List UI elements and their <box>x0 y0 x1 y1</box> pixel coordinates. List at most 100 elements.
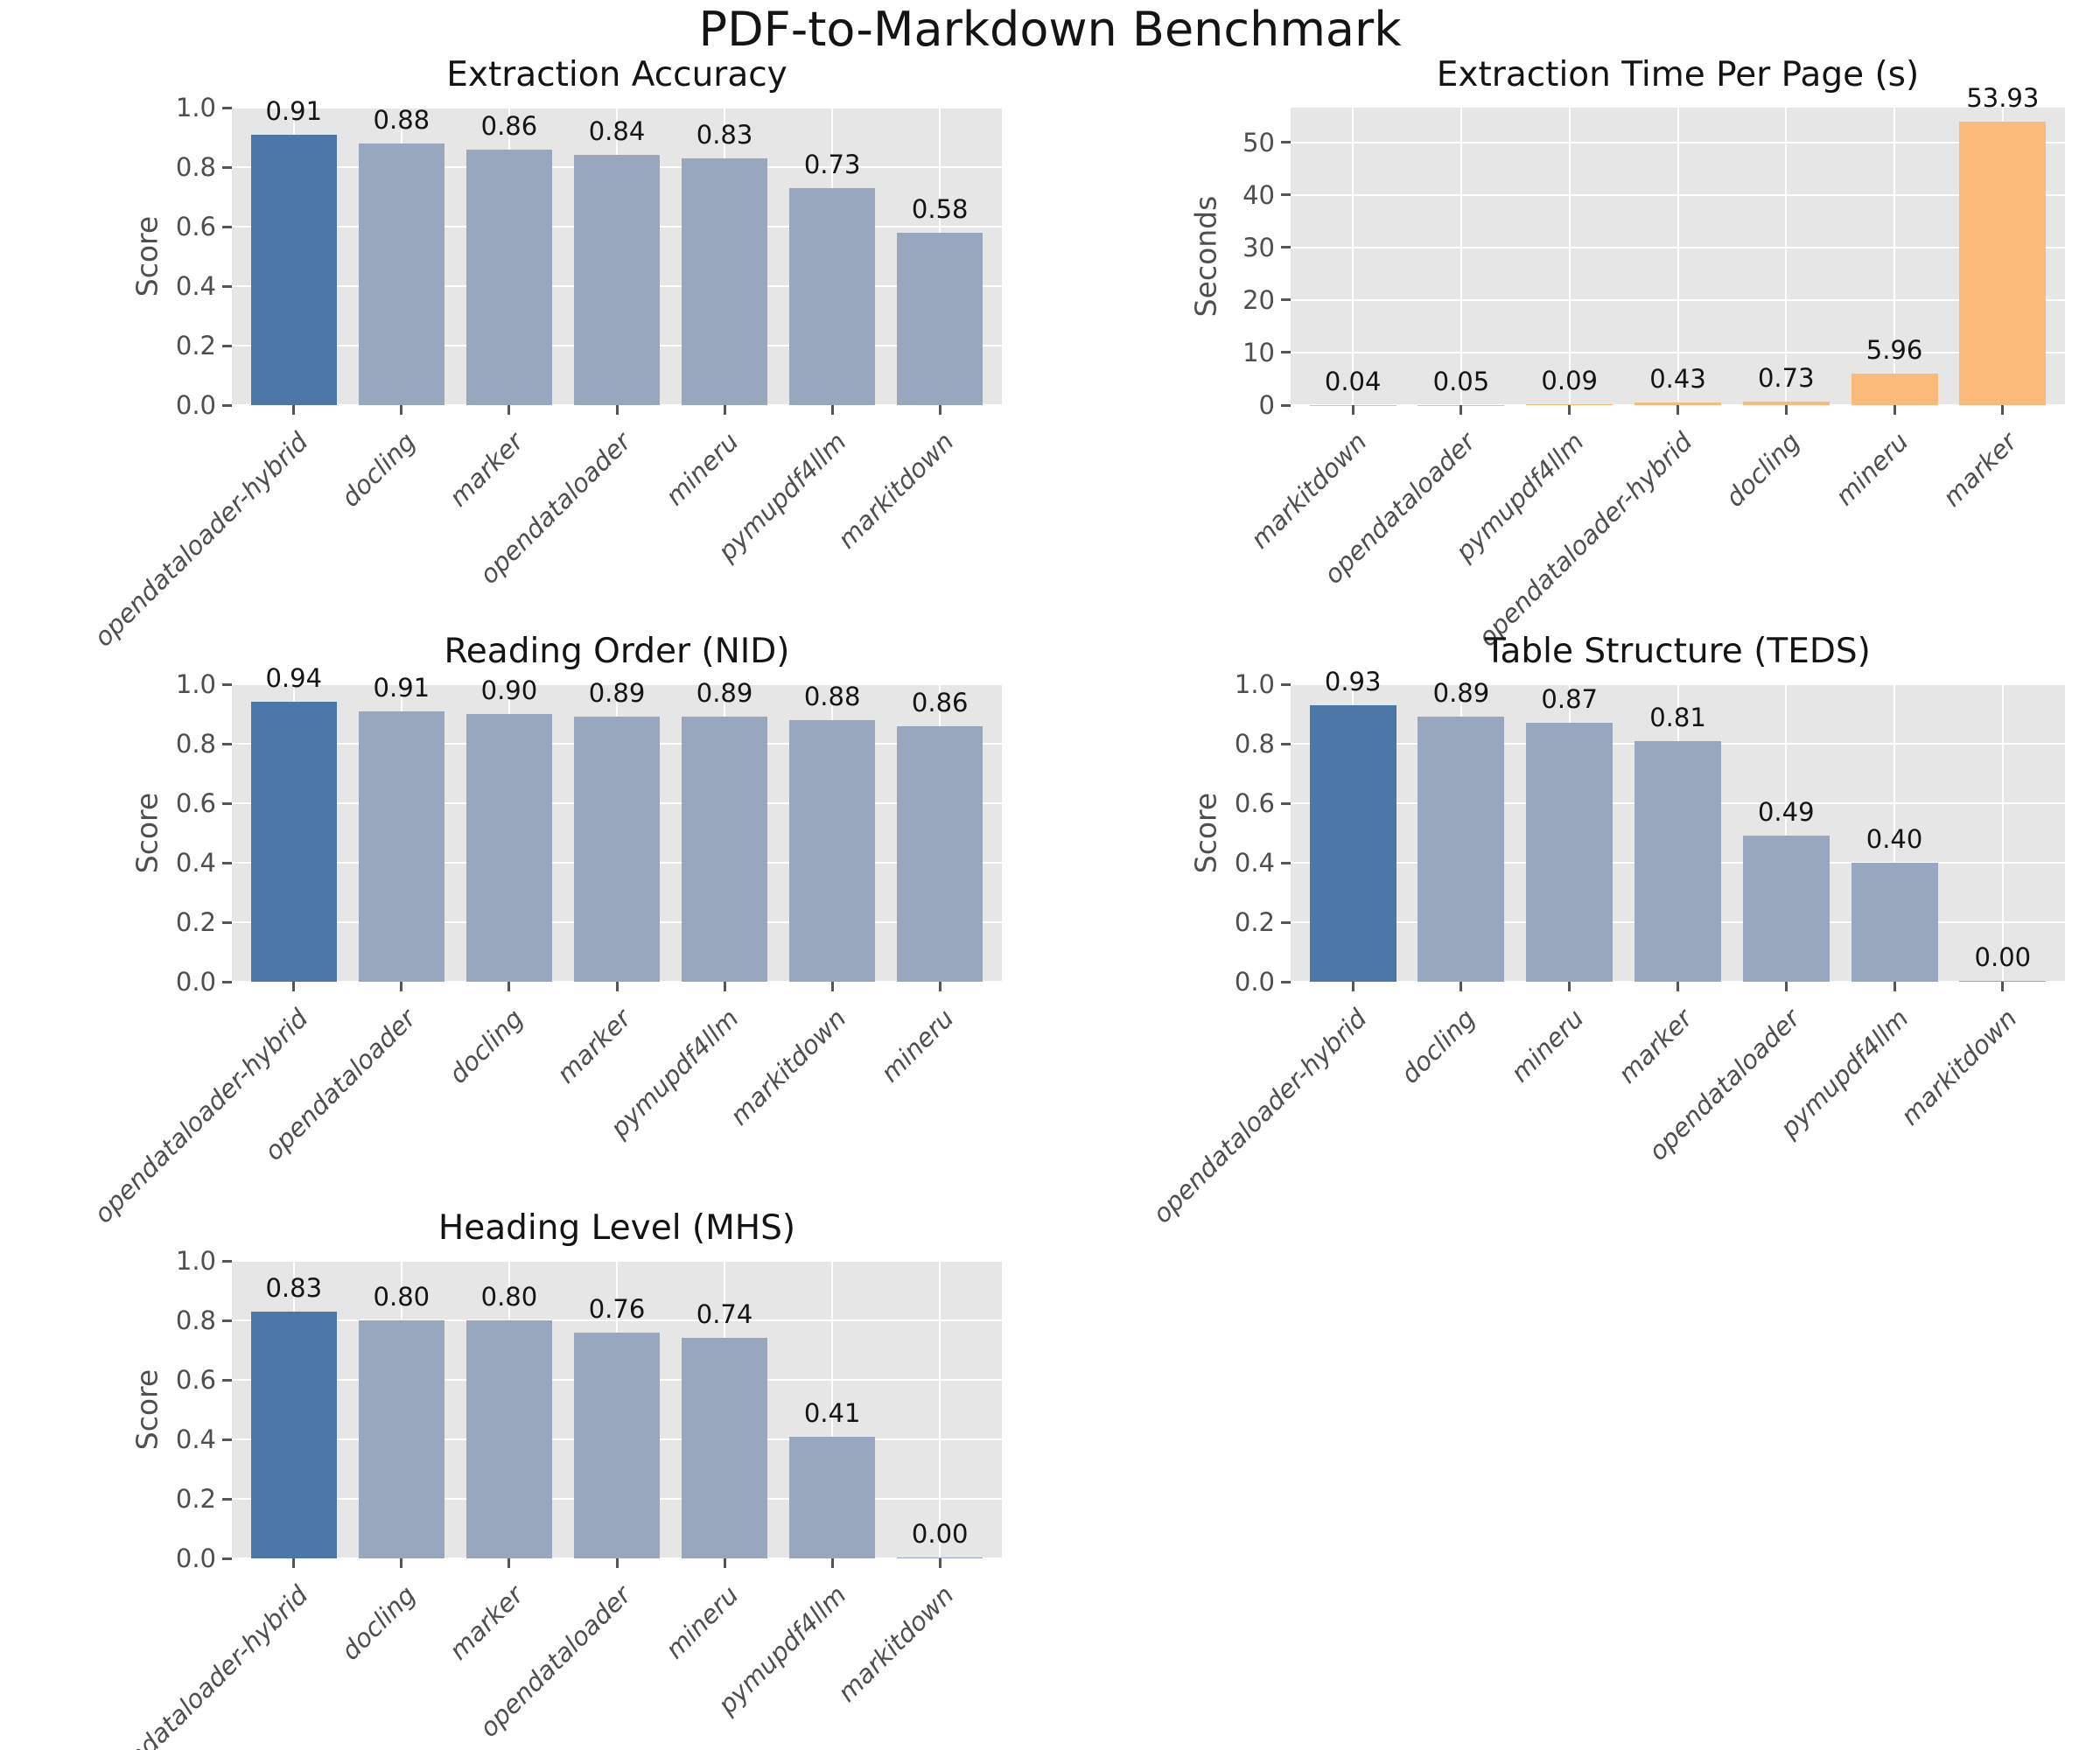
y-tick-label: 0.0 <box>175 390 216 420</box>
y-tick-mark <box>222 1259 232 1263</box>
x-tick-mark <box>508 982 511 991</box>
y-tick-mark <box>1281 861 1291 864</box>
bar-value-label: 0.81 <box>1649 702 1706 732</box>
y-tick-mark <box>222 861 232 864</box>
x-gridline <box>1894 108 1896 405</box>
bar-marker <box>466 1320 553 1558</box>
bar-value-label: 0.89 <box>1432 678 1490 709</box>
x-tick-mark <box>400 982 403 991</box>
bar-value-label: 0.74 <box>696 1299 753 1330</box>
bar-pymupdf4llm <box>1851 863 1938 982</box>
x-tick-mark <box>615 1558 619 1568</box>
x-tick-mark <box>1784 405 1788 415</box>
bar-marker <box>466 149 553 405</box>
x-gridline <box>1676 108 1679 405</box>
x-tick-mark <box>830 1558 834 1568</box>
bar-value-label: 0.73 <box>803 149 861 179</box>
y-tick-mark <box>1281 920 1291 924</box>
bar-marker <box>1634 740 1721 982</box>
y-tick-label: 0.6 <box>1234 788 1275 818</box>
x-tick-mark <box>1893 405 1896 415</box>
y-tick-label: 1.0 <box>175 93 216 122</box>
x-tick-mark <box>1351 982 1354 991</box>
bar-value-label: 0.93 <box>1324 666 1382 696</box>
y-tick-mark <box>1281 682 1291 686</box>
x-tick-mark <box>508 405 511 415</box>
x-tick-mark <box>723 982 726 991</box>
bar-marker <box>1959 122 2047 405</box>
bar-value-label: 0.09 <box>1541 366 1598 396</box>
x-tick-mark <box>2001 982 2005 991</box>
bar-mineru <box>897 725 984 982</box>
bar-value-label: 0.84 <box>588 116 646 147</box>
bar-mineru <box>681 1338 768 1558</box>
y-tick-label: 1.0 <box>175 1246 216 1276</box>
y-tick-label: 1.0 <box>175 669 216 699</box>
y-axis-label: Score <box>130 215 164 298</box>
x-tick-mark <box>2001 405 2005 415</box>
x-tick-mark <box>400 1558 403 1568</box>
x-gridline <box>1894 684 1896 982</box>
bar-docling <box>358 1320 445 1558</box>
bar-pymupdf4llm <box>788 187 876 405</box>
y-axis-label: Score <box>1188 792 1223 874</box>
bar-docling <box>1418 717 1505 982</box>
chart-heading-level-mhs: 0.0 0.2 0.4 0.6 0.8 1.0 0.83 opendataloader-hyb… <box>88 1209 1002 1750</box>
bar-value-label: 0.86 <box>911 687 969 718</box>
bar-markitdown <box>788 719 876 982</box>
bar-value-label: 0.80 <box>480 1282 538 1312</box>
y-tick-label: 0.0 <box>175 967 216 997</box>
y-tick-mark <box>222 403 232 407</box>
y-tick-mark <box>222 284 232 288</box>
bar-pymupdf4llm <box>1526 404 1614 405</box>
chart-extraction-accuracy: 0.0 0.2 0.4 0.6 0.8 1.0 0.91 opendataloader-hyb… <box>88 56 1002 652</box>
x-tick-mark <box>830 405 834 415</box>
y-tick-mark <box>222 682 232 686</box>
bar-value-label: 0.00 <box>1974 942 2032 972</box>
x-tick-mark <box>938 982 942 991</box>
chart-title: Extraction Accuracy <box>446 55 788 94</box>
y-tick-label: 0.4 <box>175 848 216 878</box>
bar-value-label: 0.05 <box>1432 366 1490 396</box>
y-tick-label: 1.0 <box>1234 669 1275 699</box>
bar-value-label: 0.86 <box>480 110 538 141</box>
bar-opendataloader-hybrid <box>1634 402 1721 405</box>
y-tick-mark <box>1281 193 1291 197</box>
bar-value-label: 0.87 <box>1541 684 1598 715</box>
x-tick-mark <box>508 1558 511 1568</box>
bar-docling <box>358 143 445 405</box>
chart-table-structure-teds: 0.0 0.2 0.4 0.6 0.8 1.0 0.93 opendataloader-hyb… <box>1147 633 2065 1228</box>
y-tick-label: 0.4 <box>1234 848 1275 878</box>
x-tick-mark <box>400 405 403 415</box>
bar-opendataloader <box>573 155 661 405</box>
y-tick-mark <box>222 106 232 109</box>
bar-value-label: 0.90 <box>480 676 538 705</box>
x-tick-mark <box>615 405 619 415</box>
bar-value-label: 0.94 <box>265 663 323 694</box>
x-gridline <box>1568 108 1571 405</box>
y-tick-label: 0.2 <box>175 331 216 360</box>
x-tick-mark <box>938 1558 942 1568</box>
y-tick-label: 10 <box>1242 337 1275 368</box>
x-tick-mark <box>1568 982 1572 991</box>
y-tick-label: 0.6 <box>175 1365 216 1395</box>
y-axis-label: Score <box>130 792 164 874</box>
x-tick-mark <box>292 1558 296 1568</box>
x-gridline <box>831 1261 834 1558</box>
bar-opendataloader-hybrid <box>250 1311 337 1558</box>
x-tick-mark <box>1460 405 1463 415</box>
chart-title: Extraction Time Per Page (s) <box>1436 55 1920 94</box>
y-tick-mark <box>222 1319 232 1322</box>
y-tick-mark <box>222 225 232 228</box>
x-tick-mark <box>723 405 726 415</box>
bar-value-label: 0.76 <box>588 1293 646 1324</box>
y-tick-label: 30 <box>1242 232 1275 262</box>
bar-value-label: 0.43 <box>1649 364 1706 395</box>
y-tick-label: 0.0 <box>1234 967 1275 997</box>
y-tick-label: 0.2 <box>1234 907 1275 937</box>
x-tick-mark <box>1676 405 1679 415</box>
x-gridline <box>939 1261 942 1558</box>
bar-value-label: 0.41 <box>803 1397 861 1428</box>
chart-title: Reading Order (NID) <box>444 632 790 671</box>
bar-value-label: 0.04 <box>1324 366 1382 396</box>
